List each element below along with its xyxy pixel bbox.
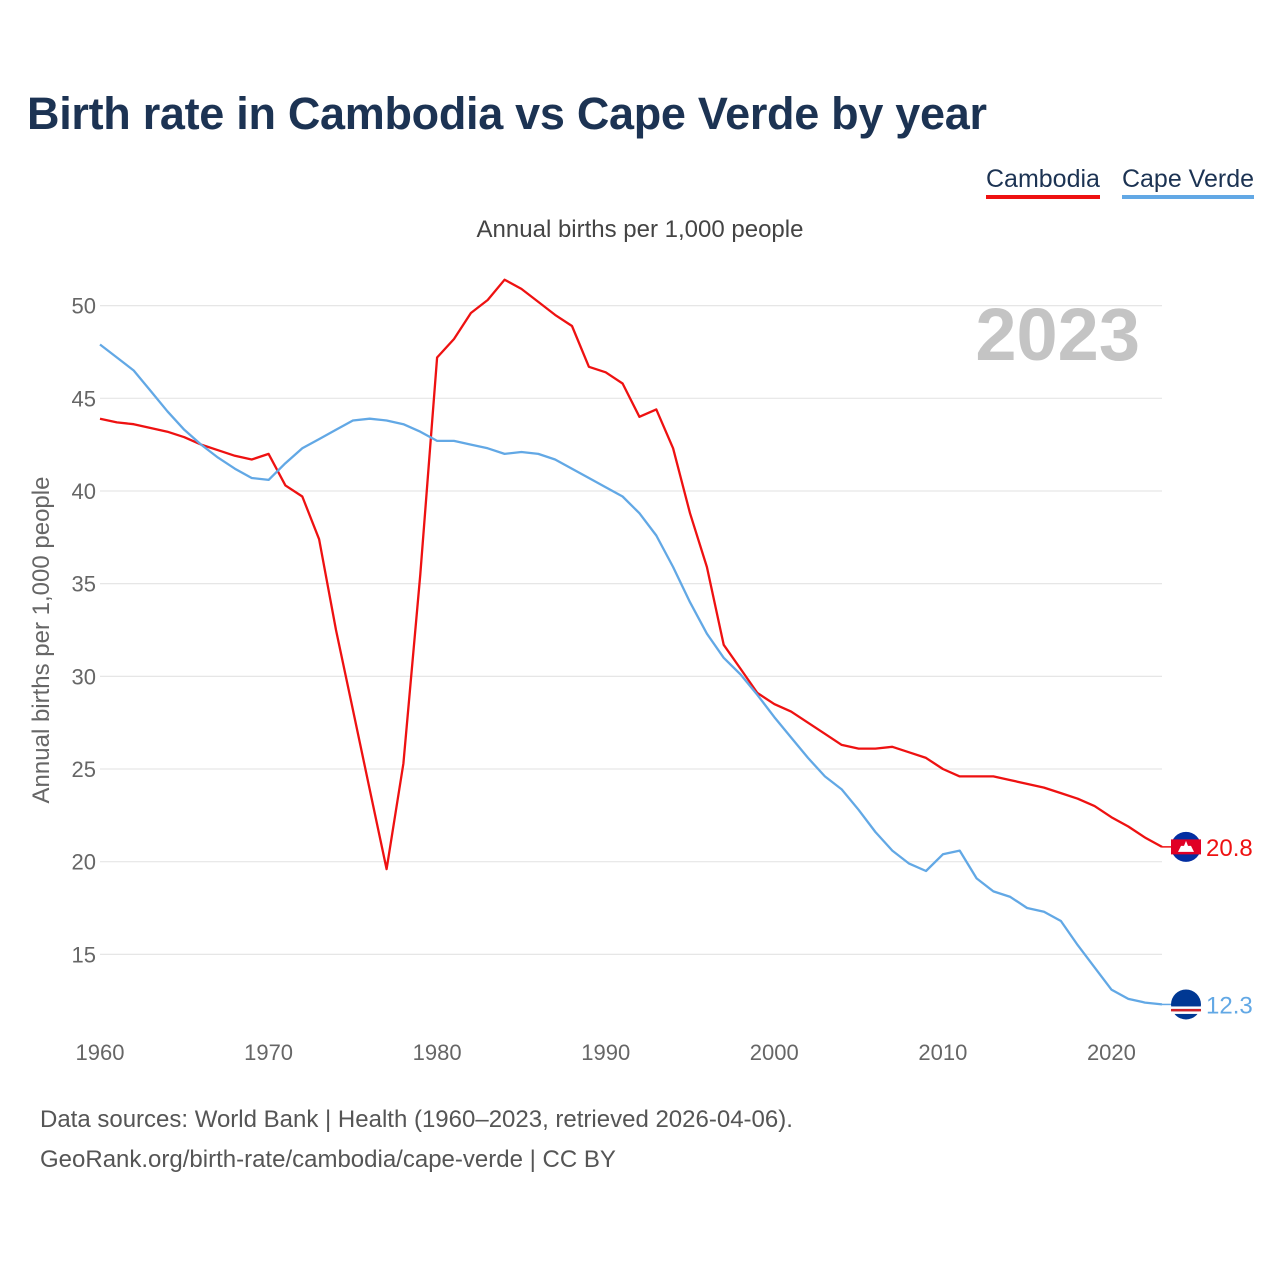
y-tick-label: 25: [72, 757, 96, 782]
chart-title: Birth rate in Cambodia vs Cape Verde by …: [27, 88, 987, 139]
x-tick-label: 1960: [76, 1040, 125, 1065]
chart-subtitle: Annual births per 1,000 people: [476, 216, 804, 243]
legend: Cambodia Cape Verde: [986, 165, 1254, 199]
legend-cape-verde[interactable]: Cape Verde: [1121, 165, 1254, 199]
end-value-label-cape-verde: 12.3: [1206, 992, 1253, 1019]
series-line-cape-verde: [99, 343, 1163, 1006]
y-tick-label: 15: [72, 942, 96, 967]
year-watermark: 2023: [975, 293, 1140, 376]
y-tick-label: 40: [72, 479, 96, 504]
y-tick-label: 30: [72, 664, 96, 689]
x-tick-label: 1990: [581, 1040, 630, 1065]
flag-cambodia-icon: [1171, 831, 1201, 862]
flag-cape-verde-icon: [1171, 989, 1201, 1020]
source-note: Data sources: World Bank | Health (1960–…: [40, 1106, 793, 1133]
x-tick-label: 2000: [750, 1040, 799, 1065]
y-tick-label: 50: [72, 294, 96, 319]
x-tick-label: 2020: [1087, 1040, 1136, 1065]
x-tick-label: 2010: [918, 1040, 967, 1065]
source-url: GeoRank.org/birth-rate/cambodia/cape-ver…: [40, 1146, 616, 1173]
y-tick-label: 35: [72, 572, 96, 597]
x-tick-label: 1970: [244, 1040, 293, 1065]
y-tick-label: 20: [72, 850, 96, 875]
legend-cambodia[interactable]: Cambodia: [986, 165, 1100, 199]
end-value-label-cambodia: 20.8: [1206, 835, 1253, 862]
y-tick-label: 45: [72, 386, 96, 411]
x-tick-label: 1980: [413, 1040, 462, 1065]
series-line-cambodia: [99, 278, 1163, 871]
